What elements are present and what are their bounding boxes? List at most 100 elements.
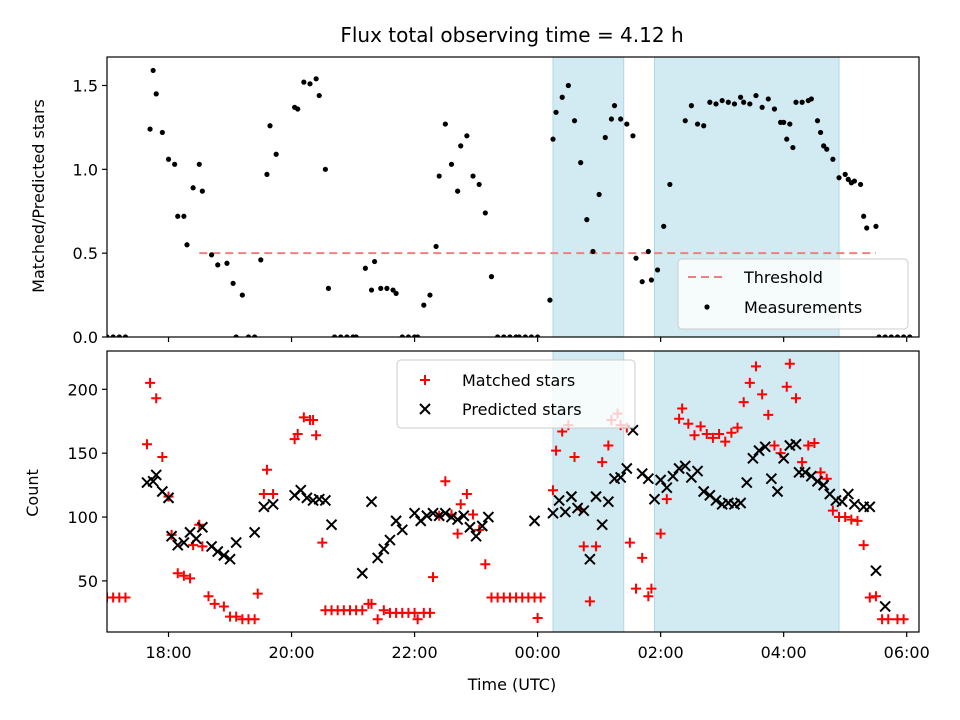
predicted-stars-point	[458, 510, 470, 522]
matched-stars-point	[172, 568, 183, 579]
measurement-point	[528, 334, 535, 337]
predicted-stars-point	[301, 492, 313, 504]
predicted-stars-point	[673, 462, 685, 475]
x-tick-label: 06:00	[884, 643, 930, 662]
predicted-stars-point	[553, 494, 565, 507]
predicted-stars-point	[691, 465, 704, 477]
measurement-point	[817, 129, 824, 136]
matched-stars-point	[784, 358, 795, 369]
measurement-point	[571, 118, 578, 124]
matched-stars-point	[151, 393, 162, 404]
matched-stars-point	[631, 583, 642, 594]
x-tick-label: 20:00	[268, 643, 314, 662]
measurement-point	[747, 101, 753, 107]
predicted-stars-point	[196, 521, 209, 533]
measurement-point	[325, 285, 332, 291]
predicted-stars-point	[710, 494, 722, 507]
measurement-point	[344, 334, 350, 337]
measurement-point	[362, 265, 368, 271]
measurement-point	[553, 109, 559, 115]
matched-stars-point	[883, 614, 894, 625]
measurement-point	[784, 136, 790, 142]
measurement-point	[199, 188, 205, 194]
matched-stars-point	[858, 540, 869, 551]
y-tick-label: 150	[67, 444, 98, 463]
matched-stars-point	[209, 598, 220, 609]
measurement-point	[648, 277, 655, 283]
measurement-point	[845, 176, 851, 182]
measurement-point	[415, 334, 421, 337]
measurement-point	[488, 274, 495, 280]
matched-stars-point	[827, 505, 838, 516]
matched-stars-point	[597, 457, 608, 468]
matched-stars-point	[468, 509, 479, 520]
measurement-point	[390, 287, 396, 293]
measurement-point	[215, 262, 221, 268]
measurement-point	[851, 178, 858, 184]
predicted-stars-point	[464, 521, 476, 533]
x-tick-label: 00:00	[515, 643, 561, 662]
measurement-point	[442, 121, 448, 127]
observing-window-shade	[552, 57, 625, 337]
matched-stars-point	[732, 422, 743, 433]
predicted-stars-point	[396, 524, 408, 536]
matched-stars-point	[624, 537, 635, 548]
predicted-stars-point	[734, 497, 747, 509]
predicted-stars-point	[870, 564, 882, 577]
plot-frame	[106, 56, 920, 338]
measurement-point	[765, 96, 771, 102]
predicted-stars-point	[258, 501, 270, 513]
legend-matched-swatch	[420, 375, 430, 385]
measurement-point	[175, 213, 181, 219]
matched-stars-point	[701, 429, 712, 440]
predicted-stars-point	[771, 485, 784, 498]
measurement-point	[184, 242, 190, 248]
matched-stars-point	[584, 596, 595, 607]
predicted-stars-point	[384, 534, 396, 546]
measurement-point	[645, 248, 651, 255]
predicted-stars-point	[879, 600, 891, 613]
x-tick-label: 22:00	[392, 643, 438, 662]
predicted-stars-point	[267, 498, 279, 510]
matched-stars-point	[738, 397, 749, 408]
matched-stars-point	[674, 413, 685, 424]
legend-measurements-label: Measurements	[744, 298, 862, 317]
matched-stars-point	[249, 614, 260, 625]
measurement-point	[150, 67, 156, 74]
measurement-point	[799, 99, 805, 105]
matched-stars-point	[781, 381, 792, 392]
predicted-stars-point	[390, 515, 402, 527]
matched-stars-point	[378, 605, 389, 616]
measurement-point	[864, 225, 870, 231]
predicted-stars-point	[642, 473, 655, 485]
measurement-point	[405, 334, 412, 337]
matched-stars-point	[535, 592, 546, 603]
matched-stars-point	[603, 440, 614, 451]
matched-stars-point	[707, 432, 718, 443]
predicted-stars-point	[408, 507, 421, 519]
measurement-point	[273, 151, 279, 157]
measurement-point	[596, 191, 602, 198]
measurement-point	[639, 279, 645, 285]
predicted-stars-point	[190, 533, 202, 545]
y-tick-label: 100	[67, 508, 98, 527]
measurement-point	[436, 173, 442, 179]
measurement-point	[190, 185, 196, 191]
measurement-point	[295, 106, 301, 112]
matched-stars-point	[643, 591, 654, 602]
matched-stars-point	[261, 464, 272, 475]
matched-stars-point	[412, 614, 423, 625]
measurement-point	[667, 181, 673, 188]
measurement-point	[455, 188, 461, 194]
matched-stars-point	[372, 614, 383, 625]
measurement-point	[907, 334, 913, 337]
matched-stars-point	[185, 573, 196, 584]
x-axis-label: Time (UTC)	[467, 675, 556, 694]
predicted-stars-point	[224, 553, 236, 565]
matched-stars-point	[298, 412, 309, 423]
predicted-stars-point	[765, 473, 778, 485]
predicted-stars-point	[667, 470, 679, 482]
predicted-stars-point	[759, 441, 771, 453]
x-tick-label: 04:00	[761, 643, 807, 662]
